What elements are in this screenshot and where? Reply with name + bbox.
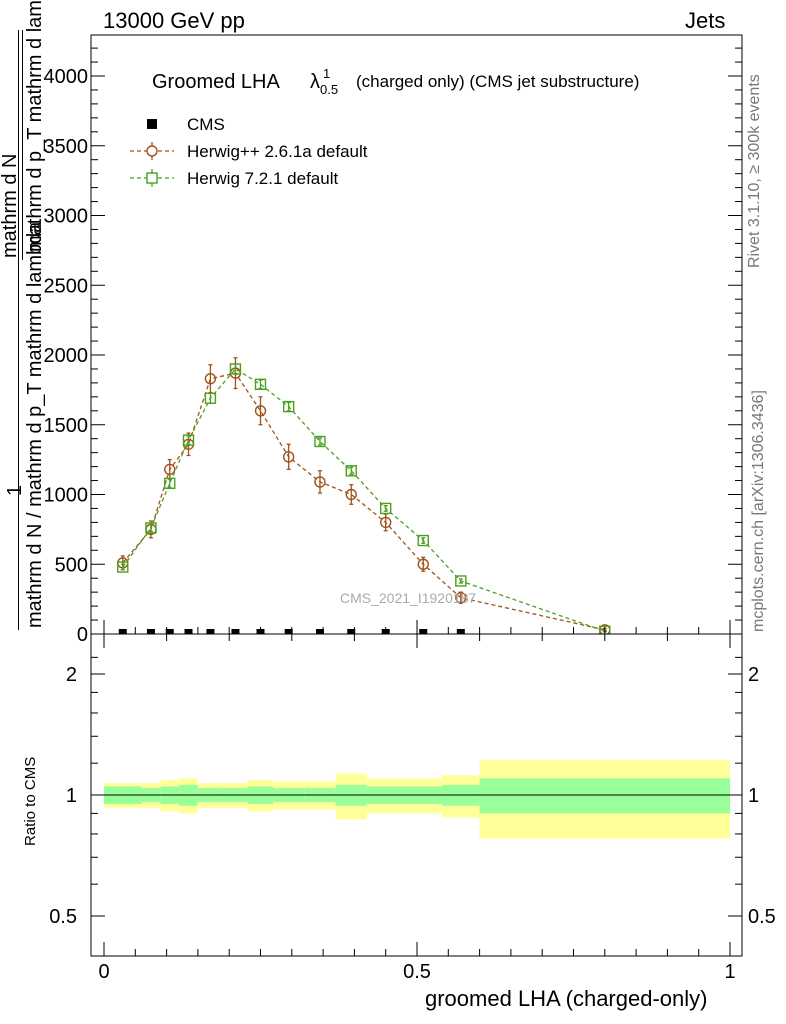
legend-marker-herwig7	[146, 172, 158, 184]
ratio-y-tick-label: 0.5	[49, 906, 77, 928]
data-point-cms	[315, 629, 324, 634]
data-point-herwigpp	[282, 451, 295, 463]
y-axis-outer-fraction-bar	[18, 30, 19, 630]
data-point-herwig7	[164, 477, 176, 490]
legend-label: CMS	[187, 115, 225, 134]
data-point-herwig7	[204, 392, 217, 404]
data-point-herwig7	[314, 435, 326, 448]
y-tick-label: 1500	[44, 415, 89, 437]
y-tick-label: 3000	[44, 206, 89, 228]
watermark-label: CMS_2021_I1920187	[340, 590, 477, 606]
legend-label: Herwig++ 2.6.1a default	[187, 142, 368, 161]
ratio-y-tick-label: 2	[66, 664, 77, 686]
data-point-cms	[419, 629, 428, 634]
data-point-herwig7	[145, 522, 157, 534]
legend-label: Herwig 7.2.1 default	[187, 169, 338, 188]
data-point-herwigpp	[314, 476, 326, 488]
ratio-band-inner	[479, 778, 730, 814]
y-tick-label: 2500	[44, 275, 89, 297]
ratio-y-tick-label-right: 0.5	[748, 906, 776, 928]
x-tick-label: 0.5	[403, 961, 431, 983]
y-tick-label: 500	[55, 554, 88, 576]
data-point-herwigpp	[380, 516, 392, 529]
energy-label: 13000 GeV pp	[103, 8, 245, 33]
process-label: Jets	[685, 8, 726, 33]
legend-marker-herwigpp	[146, 145, 158, 157]
y-tick-label: 4000	[44, 66, 89, 88]
data-point-cms	[118, 629, 127, 634]
series-line-2	[122, 368, 606, 632]
data-point-cms	[231, 629, 240, 634]
data-point-herwig7	[229, 363, 242, 375]
data-point-herwig7	[417, 534, 429, 547]
data-point-cms	[184, 629, 193, 634]
x-tick-label: 1	[724, 961, 735, 983]
chart-title-symbol: λ	[310, 71, 320, 93]
ratio-y-tick-label-right: 1	[748, 785, 759, 807]
y-tick-label: 1000	[44, 485, 89, 507]
data-point-cms	[456, 629, 465, 634]
data-point-herwig7	[117, 561, 129, 573]
data-point-herwig7	[182, 434, 195, 446]
chart-subtitle: (charged only) (CMS jet substructure)	[356, 72, 639, 91]
data-point-cms	[284, 629, 293, 634]
data-point-herwig7	[254, 378, 267, 390]
y-tick-label: 0	[77, 624, 88, 646]
ratio-y-tick-label: 1	[66, 785, 77, 807]
data-point-cms	[146, 629, 155, 634]
data-point-herwig7	[345, 465, 357, 477]
legend-marker-cms	[147, 119, 157, 129]
chart-title-sup: 1	[323, 66, 330, 81]
data-point-herwigpp	[164, 463, 176, 476]
data-point-herwig7	[599, 625, 611, 634]
data-point-herwigpp	[417, 558, 429, 570]
data-point-cms	[165, 629, 174, 634]
data-point-herwig7	[380, 502, 392, 515]
chart-title-sub: 0.5	[320, 82, 338, 97]
ratio-y-tick-label-right: 2	[748, 664, 759, 686]
data-point-herwigpp	[455, 592, 467, 604]
x-tick-label: 0	[98, 961, 109, 983]
data-point-herwig7	[282, 400, 295, 413]
chart-title: Groomed LHA	[152, 71, 280, 93]
data-point-cms	[206, 629, 215, 634]
y-tick-label: 3500	[44, 136, 89, 158]
data-point-herwigpp	[254, 405, 267, 417]
y-tick-label: 2000	[44, 345, 89, 367]
data-point-herwig7	[455, 575, 467, 587]
data-point-herwigpp	[204, 373, 217, 385]
x-axis-label: groomed LHA (charged-only)	[425, 986, 708, 1011]
y-axis-inner-fraction-bar	[22, 30, 23, 260]
series-line-1	[122, 372, 605, 631]
data-point-cms	[347, 629, 356, 634]
data-point-herwigpp	[345, 488, 357, 501]
